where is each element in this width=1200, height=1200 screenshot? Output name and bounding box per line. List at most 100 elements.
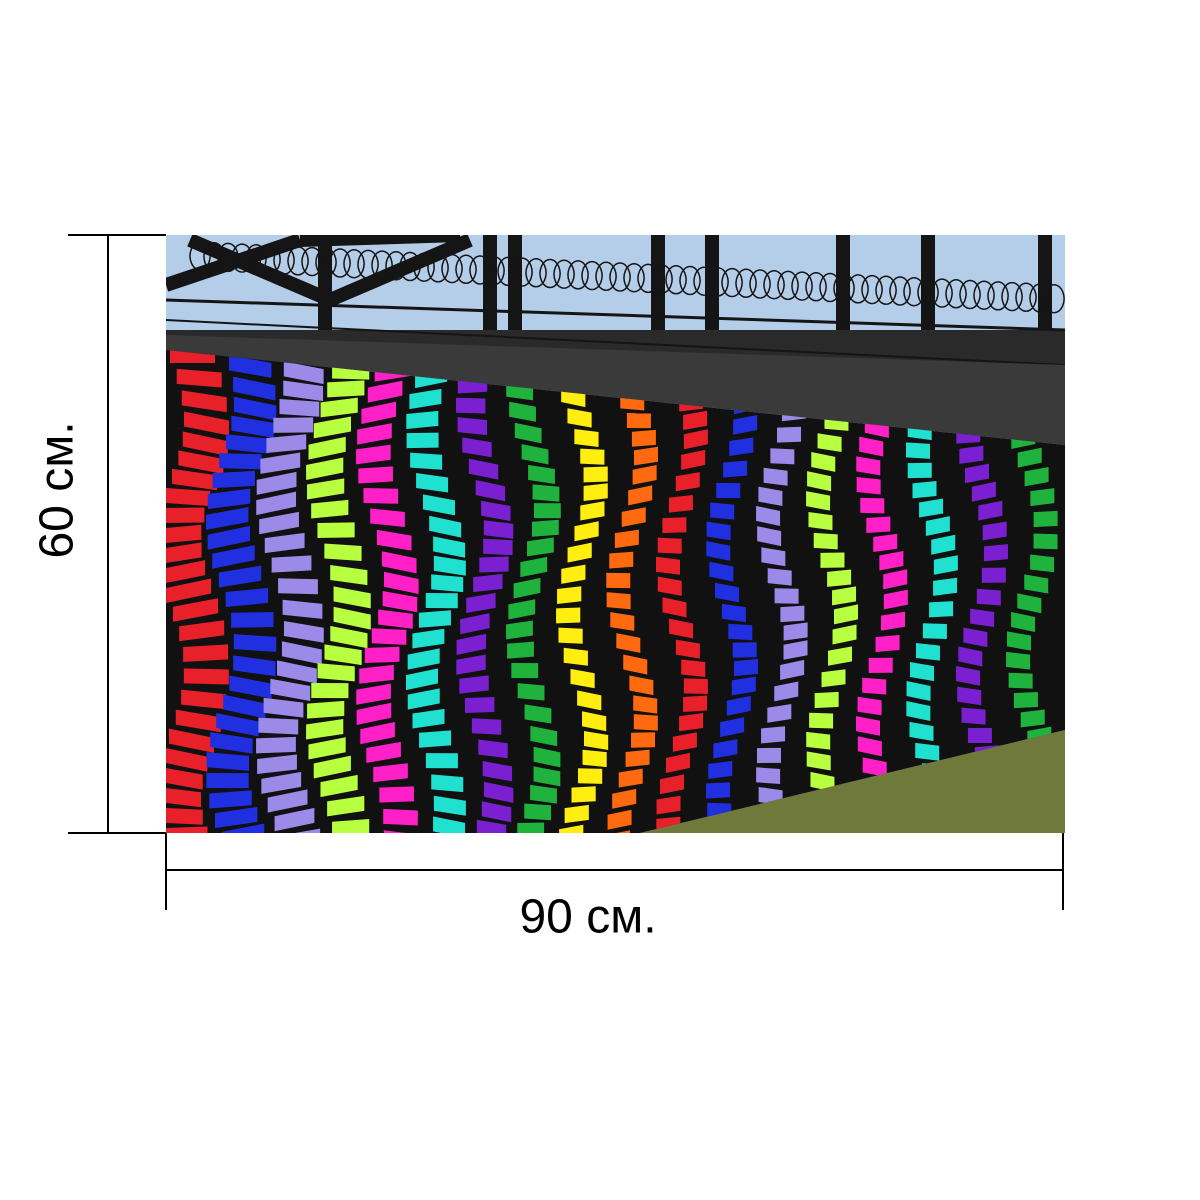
mural-tile — [256, 491, 297, 516]
mural-tile — [476, 819, 507, 833]
mural-tile — [827, 569, 852, 587]
mural-tile — [978, 500, 1003, 521]
mural-tile — [774, 588, 799, 604]
mural-tile — [282, 599, 323, 619]
mural-tile — [577, 768, 603, 784]
mural-tile — [910, 661, 935, 682]
mural-tile — [533, 503, 561, 519]
mural-tile — [271, 555, 312, 573]
mural-tile — [632, 465, 657, 485]
mural-tile — [1020, 709, 1045, 728]
mural-tile — [256, 471, 297, 495]
mural-tile — [610, 612, 635, 631]
mural-tile — [866, 913, 890, 933]
mural-tile — [460, 613, 490, 635]
mural-tile — [557, 586, 582, 605]
fence — [166, 335, 1065, 445]
mural-tile — [833, 854, 857, 870]
mural-tile — [356, 444, 391, 465]
mural-tile — [462, 437, 492, 458]
mural-tile — [332, 818, 370, 833]
mural-tile — [731, 886, 755, 906]
mural-tile — [383, 808, 418, 826]
mural-tile — [381, 551, 417, 574]
mural-tile — [758, 486, 783, 506]
mural-tile — [482, 761, 513, 782]
mural-tile — [970, 608, 995, 628]
mural-tile — [777, 850, 801, 870]
mural-tile — [330, 625, 368, 649]
mural-tile — [532, 484, 560, 502]
mural-tile — [306, 457, 344, 481]
mural-tile — [580, 501, 605, 521]
mural-tile — [1030, 554, 1055, 573]
mural-tile — [606, 830, 631, 833]
mural-tile — [419, 730, 452, 748]
mural-tile — [406, 432, 439, 449]
mural-tile — [231, 611, 274, 628]
mural-tile — [958, 646, 983, 667]
mural-tile — [320, 397, 358, 418]
mural-tile — [884, 835, 908, 852]
mural-tile — [456, 633, 487, 655]
mural-tile — [166, 487, 211, 507]
mural-tile — [475, 480, 506, 502]
mural-tile — [169, 842, 214, 862]
mural-tile — [1021, 832, 1046, 833]
mural-tile — [832, 624, 857, 645]
mural-tile — [683, 695, 708, 712]
mural-tile — [483, 781, 514, 803]
mural-tile — [260, 452, 301, 474]
mural-tile — [563, 647, 588, 666]
mural-tile — [761, 547, 786, 567]
mural-tile — [571, 786, 596, 803]
mural-tile — [533, 746, 561, 768]
mural-tile — [909, 721, 934, 742]
mural-tile — [718, 843, 742, 862]
mural-tile — [806, 731, 831, 750]
mural-tile — [183, 668, 229, 685]
mural-tile — [283, 621, 324, 643]
mural-tile — [976, 588, 1001, 606]
mural-tile — [317, 663, 355, 682]
mural-tile — [229, 355, 272, 378]
mural-tile — [956, 926, 980, 945]
mural-tile — [256, 736, 296, 754]
mural-tile — [464, 697, 495, 714]
mural-tile — [834, 871, 858, 887]
mural-tile — [212, 470, 255, 489]
mural-tile — [933, 577, 958, 596]
mural-tile — [577, 690, 602, 711]
mural-tile — [860, 497, 885, 514]
mural-tile — [166, 524, 202, 544]
mural-tile — [672, 732, 697, 752]
mural-tile — [982, 521, 1007, 541]
mural-tile — [830, 835, 854, 853]
mural-tile — [706, 782, 731, 799]
mural-tile — [166, 747, 208, 772]
mural-tile — [825, 907, 849, 926]
mural-tile — [517, 683, 545, 701]
mural-tile — [511, 841, 538, 859]
mural-tile — [378, 609, 413, 629]
mural-tile — [881, 611, 906, 631]
mural-tile — [166, 507, 205, 524]
mural-tile — [728, 623, 753, 641]
mural-tile — [359, 664, 394, 684]
mural-wall — [166, 350, 1065, 945]
mural-tile — [659, 838, 683, 853]
mural-tile — [820, 552, 845, 568]
mural-tile — [333, 606, 371, 630]
bridge — [166, 235, 1065, 366]
mural-tile — [626, 413, 651, 429]
mural-tile — [807, 471, 832, 492]
mural-tile — [481, 500, 511, 522]
mural-tile — [726, 695, 751, 716]
mural-tile — [307, 700, 345, 719]
mural-tile — [233, 634, 277, 652]
mural-tile — [382, 591, 418, 613]
mural-tile — [857, 736, 882, 757]
mural-tile — [406, 410, 439, 429]
mural-tile — [782, 908, 806, 923]
mural-tile — [582, 749, 607, 768]
